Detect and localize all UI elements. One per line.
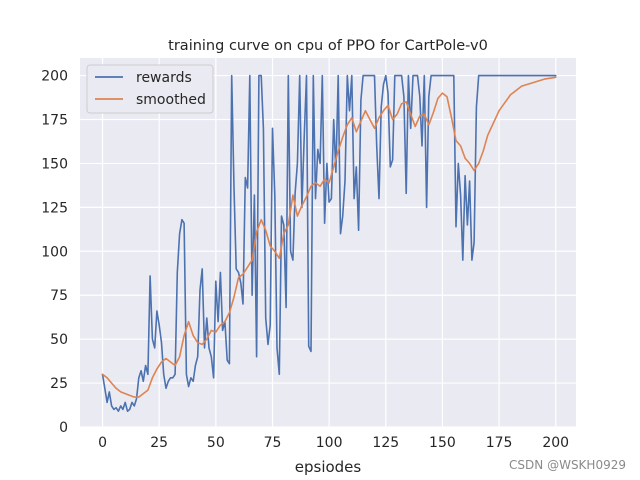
legend-label-smoothed: smoothed [136, 92, 206, 108]
x-tick-label: 175 [486, 435, 513, 451]
chart-title: training curve on cpu of PPO for CartPol… [168, 38, 488, 54]
x-tick-label: 150 [429, 435, 456, 451]
x-tick-label: 0 [98, 435, 107, 451]
x-tick-label: 125 [372, 435, 399, 451]
x-tick-label: 100 [316, 435, 343, 451]
x-tick-labels: 0 25 50 75 100 125 150 175 200 [98, 435, 569, 451]
y-tick-label: 75 [50, 288, 68, 304]
series-lines [101, 74, 557, 413]
y-tick-label: 100 [41, 244, 68, 260]
x-tick-label: 75 [264, 435, 282, 451]
x-tick-label: 200 [542, 435, 569, 451]
legend-label-rewards: rewards [136, 70, 192, 86]
y-tick-label: 175 [41, 113, 68, 129]
x-tick-label: 25 [150, 435, 168, 451]
y-tick-label: 50 [50, 332, 68, 348]
x-tick-label: 50 [207, 435, 225, 451]
series-line-smoothed [101, 76, 557, 398]
y-tick-label: 125 [41, 200, 68, 216]
grid-lines [80, 58, 576, 428]
legend: rewards smoothed [86, 64, 214, 114]
y-tick-label: 200 [41, 69, 68, 85]
y-tick-label: 0 [59, 420, 68, 436]
y-tick-labels: 0 25 50 75 100 125 150 175 200 [41, 69, 68, 436]
series-line-rewards [101, 74, 557, 413]
y-tick-label: 150 [41, 156, 68, 172]
y-tick-label: 25 [50, 376, 68, 392]
watermark: CSDN @WSKH0929 [509, 458, 626, 472]
x-axis-label: epsiodes [295, 458, 362, 476]
